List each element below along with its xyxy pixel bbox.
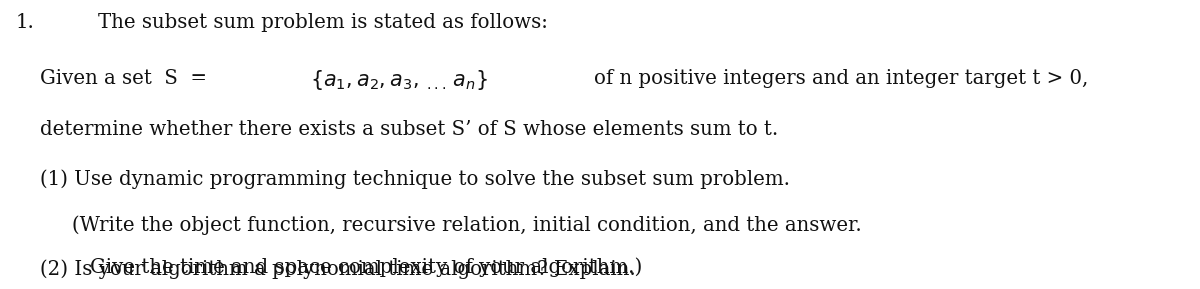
Text: $\left\{a_1, a_2, a_3,\,{}_{...}\,a_n\right\}$: $\left\{a_1, a_2, a_3,\,{}_{...}\,a_n\ri…: [310, 68, 487, 92]
Text: (1) Use dynamic programming technique to solve the subset sum problem.: (1) Use dynamic programming technique to…: [40, 169, 790, 189]
Text: (2) Is your algorithm a polynomial time algorithm? Explain.: (2) Is your algorithm a polynomial time …: [40, 259, 635, 279]
Text: of n positive integers and an integer target t > 0,: of n positive integers and an integer ta…: [594, 69, 1088, 88]
Text: Given a set  S  =: Given a set S =: [40, 69, 220, 88]
Text: The subset sum problem is stated as follows:: The subset sum problem is stated as foll…: [98, 13, 548, 32]
Text: (Write the object function, recursive relation, initial condition, and the answe: (Write the object function, recursive re…: [72, 215, 862, 235]
Text: determine whether there exists a subset S’ of S whose elements sum to t.: determine whether there exists a subset …: [40, 120, 778, 139]
Text: Give the time and space complexity of your algorithm.): Give the time and space complexity of yo…: [90, 257, 642, 277]
Text: 1.: 1.: [16, 13, 35, 32]
